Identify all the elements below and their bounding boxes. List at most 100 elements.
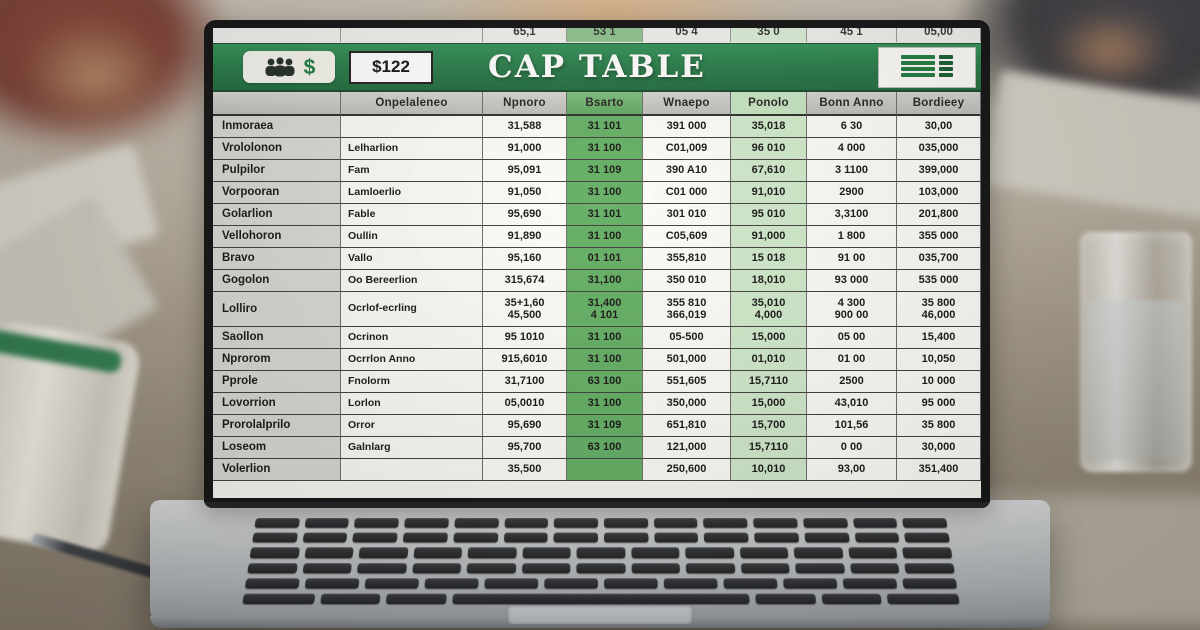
table-cell[interactable]: 18,010 (731, 270, 807, 292)
row-sublabel-cell[interactable]: Lorlon (341, 393, 483, 415)
column-header[interactable]: Bonn Anno (807, 92, 897, 116)
row-sublabel-cell[interactable]: Ocrrlon Anno (341, 349, 483, 371)
column-header[interactable]: Onpelaleneo (341, 92, 483, 116)
table-cell[interactable]: 915,6010 (483, 349, 567, 371)
table-cell[interactable]: 35+1,60 45,500 (483, 292, 567, 327)
table-cell[interactable]: C01,009 (643, 138, 731, 160)
table-cell[interactable]: 95,160 (483, 248, 567, 270)
table-cell[interactable]: C05,609 (643, 226, 731, 248)
table-cell[interactable]: 1 800 (807, 226, 897, 248)
table-cell[interactable]: 31 100 (567, 327, 643, 349)
table-cell[interactable]: 31 100 (567, 138, 643, 160)
row-label-cell[interactable]: Pprole (213, 371, 341, 393)
table-cell[interactable]: 31,400 4 101 (567, 292, 643, 327)
table-cell[interactable]: 31 100 (567, 182, 643, 204)
row-sublabel-cell[interactable] (341, 459, 483, 481)
table-cell[interactable]: 351,400 (897, 459, 981, 481)
row-sublabel-cell[interactable]: Lelharlion (341, 138, 483, 160)
row-label-cell[interactable]: Vrololonon (213, 138, 341, 160)
table-cell[interactable]: 31,588 (483, 116, 567, 138)
table-cell[interactable]: 30,000 (897, 437, 981, 459)
table-cell[interactable]: 01 101 (567, 248, 643, 270)
table-cell[interactable]: 15,700 (731, 415, 807, 437)
table-cell[interactable]: 31 101 (567, 116, 643, 138)
table-cell[interactable]: 95,700 (483, 437, 567, 459)
row-label-cell[interactable]: Lolliro (213, 292, 341, 327)
table-cell[interactable]: 350,000 (643, 393, 731, 415)
row-sublabel-cell[interactable] (341, 116, 483, 138)
table-cell[interactable]: 4 300 900 00 (807, 292, 897, 327)
table-cell[interactable]: 35,500 (483, 459, 567, 481)
table-cell[interactable]: 91,010 (731, 182, 807, 204)
table-cell[interactable]: 10,010 (731, 459, 807, 481)
table-cell[interactable]: 121,000 (643, 437, 731, 459)
table-cell[interactable]: 6 30 (807, 116, 897, 138)
row-label-cell[interactable]: Golarlion (213, 204, 341, 226)
table-cell[interactable]: 390 A10 (643, 160, 731, 182)
table-cell[interactable]: 035,700 (897, 248, 981, 270)
table-cell[interactable]: 05,0010 (483, 393, 567, 415)
table-cell[interactable]: 15,7110 (731, 437, 807, 459)
row-label-cell[interactable]: Vorpooran (213, 182, 341, 204)
table-cell[interactable]: 0 00 (807, 437, 897, 459)
table-cell[interactable] (567, 459, 643, 481)
row-sublabel-cell[interactable]: Oo Bereerlion (341, 270, 483, 292)
table-cell[interactable]: 651,810 (643, 415, 731, 437)
table-cell[interactable]: 391 000 (643, 116, 731, 138)
table-cell[interactable]: 35 800 46,000 (897, 292, 981, 327)
column-header[interactable]: Ponolo (731, 92, 807, 116)
table-cell[interactable]: 2900 (807, 182, 897, 204)
row-sublabel-cell[interactable]: Fnolorm (341, 371, 483, 393)
column-header[interactable]: Wnaepo (643, 92, 731, 116)
row-sublabel-cell[interactable]: Fam (341, 160, 483, 182)
table-cell[interactable]: 91,000 (483, 138, 567, 160)
table-cell[interactable]: 96 010 (731, 138, 807, 160)
row-sublabel-cell[interactable]: Orror (341, 415, 483, 437)
table-cell[interactable]: 350 010 (643, 270, 731, 292)
table-cell[interactable]: 95 000 (897, 393, 981, 415)
table-cell[interactable]: 93,00 (807, 459, 897, 481)
table-cell[interactable]: 30,00 (897, 116, 981, 138)
table-cell[interactable]: 101,56 (807, 415, 897, 437)
column-header[interactable]: Bordieey (897, 92, 981, 116)
table-cell[interactable]: 535 000 (897, 270, 981, 292)
table-cell[interactable]: 35 800 (897, 415, 981, 437)
column-header[interactable] (213, 92, 341, 116)
table-cell[interactable]: 201,800 (897, 204, 981, 226)
row-label-cell[interactable]: Inmoraea (213, 116, 341, 138)
table-cell[interactable]: 15,7110 (731, 371, 807, 393)
table-cell[interactable]: C01 000 (643, 182, 731, 204)
row-label-cell[interactable]: Gogolon (213, 270, 341, 292)
table-cell[interactable]: 10,050 (897, 349, 981, 371)
table-cell[interactable]: 15,400 (897, 327, 981, 349)
table-cell[interactable]: 67,610 (731, 160, 807, 182)
amount-cell[interactable]: $122 (349, 51, 433, 84)
table-cell[interactable]: 31,7100 (483, 371, 567, 393)
table-cell[interactable]: 551,605 (643, 371, 731, 393)
table-cell[interactable]: 05 00 (807, 327, 897, 349)
table-cell[interactable]: 355 000 (897, 226, 981, 248)
table-cell[interactable]: 250,600 (643, 459, 731, 481)
table-cell[interactable]: 95,690 (483, 415, 567, 437)
table-cell[interactable]: 95 010 (731, 204, 807, 226)
table-cell[interactable]: 355 810 366,019 (643, 292, 731, 327)
table-cell[interactable]: 399,000 (897, 160, 981, 182)
table-cell[interactable]: 4 000 (807, 138, 897, 160)
table-cell[interactable]: 91,890 (483, 226, 567, 248)
table-cell[interactable]: 355,810 (643, 248, 731, 270)
table-cell[interactable]: 31 100 (567, 349, 643, 371)
table-cell[interactable]: 91,050 (483, 182, 567, 204)
table-cell[interactable]: 35,010 4,000 (731, 292, 807, 327)
table-cell[interactable]: 63 100 (567, 437, 643, 459)
row-label-cell[interactable]: Bravo (213, 248, 341, 270)
table-cell[interactable]: 15,000 (731, 327, 807, 349)
table-cell[interactable]: 10 000 (897, 371, 981, 393)
row-sublabel-cell[interactable]: Ocrinon (341, 327, 483, 349)
table-cell[interactable]: 63 100 (567, 371, 643, 393)
table-cell[interactable]: 43,010 (807, 393, 897, 415)
row-label-cell[interactable]: Loseom (213, 437, 341, 459)
table-cell[interactable]: 35,018 (731, 116, 807, 138)
row-label-cell[interactable]: Vellohoron (213, 226, 341, 248)
table-cell[interactable]: 31,100 (567, 270, 643, 292)
row-sublabel-cell[interactable]: Lamloerlio (341, 182, 483, 204)
